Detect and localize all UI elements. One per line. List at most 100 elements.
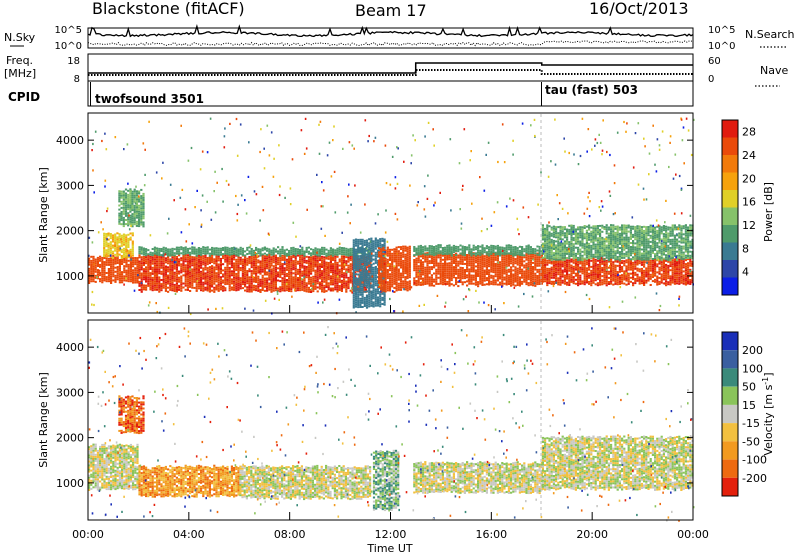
heatmap-cell	[228, 270, 231, 273]
heatmap-cell	[363, 264, 366, 267]
heatmap-cell	[386, 250, 389, 253]
heatmap-cell	[219, 264, 222, 266]
heatmap-cell	[610, 274, 613, 277]
heatmap-cell	[299, 258, 302, 261]
heatmap-cell	[397, 250, 400, 253]
heatmap-cell	[94, 280, 97, 283]
heatmap-cell	[325, 284, 328, 286]
heatmap-cell	[417, 271, 420, 274]
heatmap-cell	[603, 266, 606, 269]
heatmap-cell	[448, 244, 451, 247]
heatmap-cell	[627, 268, 630, 271]
heatmap-cell	[250, 270, 253, 273]
heatmap-cell	[314, 255, 317, 258]
heatmap-cell	[529, 269, 532, 272]
heatmap-cell	[612, 271, 615, 274]
heatmap-cell	[459, 281, 462, 283]
heatmap-cell	[321, 280, 324, 283]
heatmap-cell	[444, 270, 447, 273]
heatmap-cell	[314, 283, 317, 286]
heatmap-cell	[483, 273, 486, 276]
heatmap-cell	[321, 270, 324, 273]
heatmap-cell	[250, 262, 253, 264]
heatmap-cell	[327, 255, 330, 258]
heatmap-cell	[175, 252, 178, 255]
heatmap-cell	[107, 270, 110, 272]
heatmap-cell	[244, 283, 247, 286]
heatmap-cell	[228, 260, 231, 263]
heatmap-cell	[175, 280, 178, 283]
heatmap-cell	[230, 288, 233, 291]
heatmap-cell	[415, 249, 418, 252]
heatmap-cell	[496, 273, 499, 276]
heatmap-cell	[527, 250, 530, 253]
heatmap-cell	[579, 270, 582, 273]
heatmap-cell	[634, 271, 637, 274]
heatmap-cell	[283, 285, 286, 288]
heatmap-cell	[499, 261, 502, 264]
heatmap-cell	[363, 278, 366, 281]
heatmap-cell	[307, 288, 310, 291]
heatmap-cell	[202, 271, 205, 274]
heatmap-cell	[228, 287, 231, 290]
heatmap-cell	[441, 279, 444, 282]
heatmap-cell	[455, 268, 458, 271]
heatmap-cell	[490, 280, 493, 283]
heatmap-cell	[461, 267, 464, 269]
heatmap-cell	[279, 257, 282, 260]
heatmap-cell	[381, 250, 384, 253]
heatmap-cell	[472, 256, 475, 259]
freq-trace	[88, 62, 693, 74]
heatmap-cell	[563, 268, 566, 271]
heatmap-cell	[131, 246, 134, 249]
heatmap-cell	[151, 258, 154, 261]
heatmap-cell	[310, 270, 313, 273]
heatmap-cell	[534, 264, 537, 267]
heatmap-cell	[329, 269, 332, 272]
heatmap-cell	[294, 263, 297, 266]
heatmap-cell	[516, 247, 519, 250]
heatmap-cell	[228, 258, 231, 261]
heatmap-cell	[383, 242, 386, 245]
heatmap-cell	[105, 259, 108, 262]
heatmap-cell	[417, 275, 420, 278]
heatmap-cell	[402, 274, 405, 277]
heatmap-cell	[149, 272, 152, 275]
heatmap-cell	[603, 270, 606, 273]
heatmap-cell	[268, 260, 271, 263]
heatmap-cell	[136, 279, 139, 282]
heatmap-cell	[118, 198, 121, 201]
heatmap-cell	[173, 257, 176, 260]
heatmap-cell	[294, 269, 297, 272]
heatmap-cell	[572, 261, 575, 264]
heatmap-cell	[402, 255, 405, 258]
heatmap-cell	[186, 286, 189, 289]
heatmap-cell	[374, 270, 377, 273]
heatmap-cell	[450, 258, 453, 261]
heatmap-cell	[510, 270, 513, 273]
heatmap-cell	[437, 272, 440, 275]
heatmap-cell	[186, 282, 189, 285]
heatmap-cell	[294, 281, 297, 284]
heatmap-cell	[314, 279, 317, 282]
heatmap-cell	[110, 275, 113, 278]
heatmap-cell	[368, 301, 371, 304]
heatmap-cell	[395, 287, 398, 290]
heatmap-cell	[206, 257, 209, 259]
heatmap-cell	[316, 268, 319, 270]
heatmap-cell	[334, 253, 337, 256]
heatmap-cell	[325, 252, 328, 255]
heatmap-cell	[523, 266, 526, 269]
heatmap-cell	[246, 259, 249, 262]
heatmap-cell	[233, 278, 236, 281]
heatmap-cell	[395, 260, 398, 263]
heatmap-cell	[374, 302, 377, 305]
heatmap-cell	[372, 289, 375, 292]
heatmap-cell	[577, 272, 580, 274]
heatmap-cell	[175, 286, 178, 289]
heatmap-cell	[492, 269, 495, 272]
heatmap-cell	[246, 288, 249, 291]
heatmap-cell	[357, 304, 360, 306]
heatmap-cell	[345, 280, 348, 283]
heatmap-cell	[552, 282, 555, 285]
